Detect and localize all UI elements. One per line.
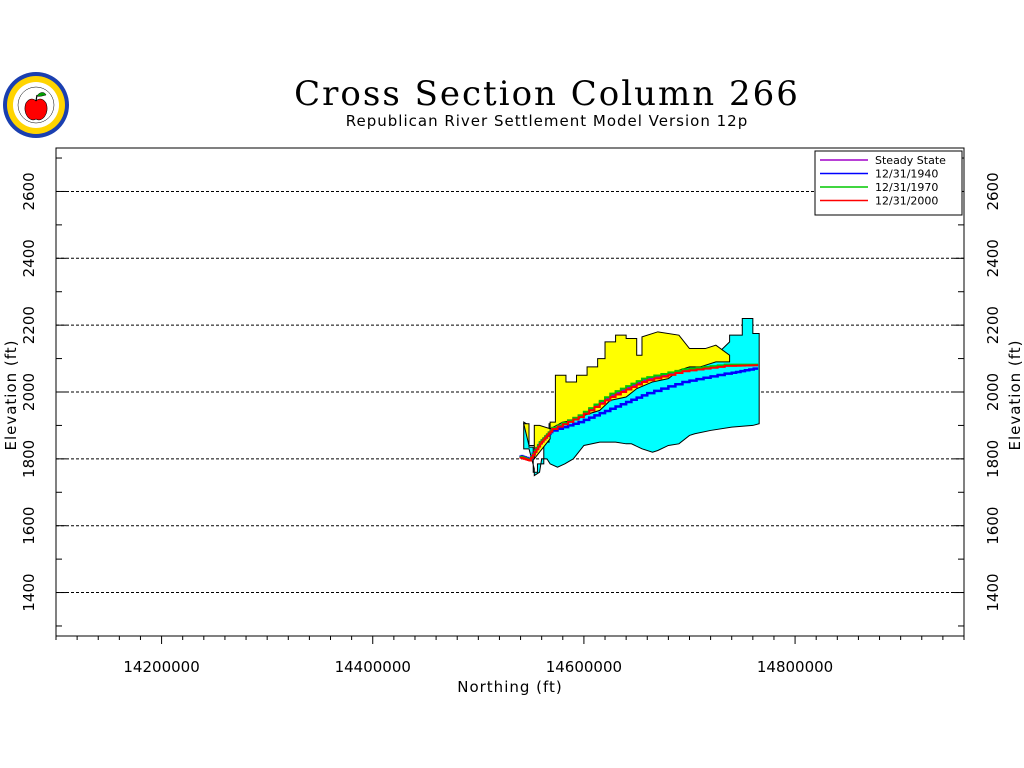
y-axis-label-right: Elevation (ft) — [1006, 339, 1024, 450]
state-seal-logo — [3, 72, 69, 138]
xtick-label-14200000: 14200000 — [123, 658, 199, 676]
y-axis-label-left: Elevation (ft) — [2, 339, 20, 450]
ytick-label-right-2200: 2200 — [984, 306, 1002, 344]
xtick-label-14600000: 14600000 — [546, 658, 622, 676]
x-axis-label: Northing (ft) — [457, 678, 563, 696]
ytick-label-left-2000: 2000 — [20, 373, 38, 411]
xtick-label-14800000: 14800000 — [757, 658, 833, 676]
xtick-label-14400000: 14400000 — [335, 658, 411, 676]
ytick-label-right-1400: 1400 — [984, 573, 1002, 611]
ytick-label-left-1400: 1400 — [20, 573, 38, 611]
ytick-label-left-2400: 2400 — [20, 239, 38, 277]
axis-ticks — [55, 157, 965, 644]
chart-subtitle: Republican River Settlement Model Versio… — [346, 112, 748, 130]
tick-labels: 1400 1400 1600 1600 1800 1800 2000 2000 2200 2200… — [20, 172, 1002, 676]
ytick-label-right-2600: 2600 — [984, 172, 1002, 210]
legend-label-3: 12/31/2000 — [875, 195, 938, 208]
layer-upper-yellow — [523, 331, 731, 461]
series-lines — [519, 363, 759, 462]
ytick-label-left-2600: 2600 — [20, 172, 38, 210]
gridlines — [56, 190, 964, 594]
ytick-label-left-1800: 1800 — [20, 440, 38, 478]
series-line-2 — [519, 363, 759, 461]
ytick-label-left-1600: 1600 — [20, 507, 38, 545]
legend-label-0: Steady State — [875, 154, 946, 167]
ytick-label-right-2000: 2000 — [984, 373, 1002, 411]
chart-title: Cross Section Column 266 — [294, 74, 800, 114]
legend: Steady State12/31/194012/31/197012/31/20… — [814, 150, 963, 216]
ytick-label-right-1800: 1800 — [984, 440, 1002, 478]
ytick-label-left-2200: 2200 — [20, 306, 38, 344]
legend-label-2: 12/31/1970 — [875, 181, 938, 194]
ytick-label-right-1600: 1600 — [984, 507, 1002, 545]
legend-label-1: 12/31/1940 — [875, 168, 938, 181]
legend-box — [814, 150, 963, 216]
ytick-label-right-2400: 2400 — [984, 239, 1002, 277]
series-line-3 — [519, 364, 759, 462]
